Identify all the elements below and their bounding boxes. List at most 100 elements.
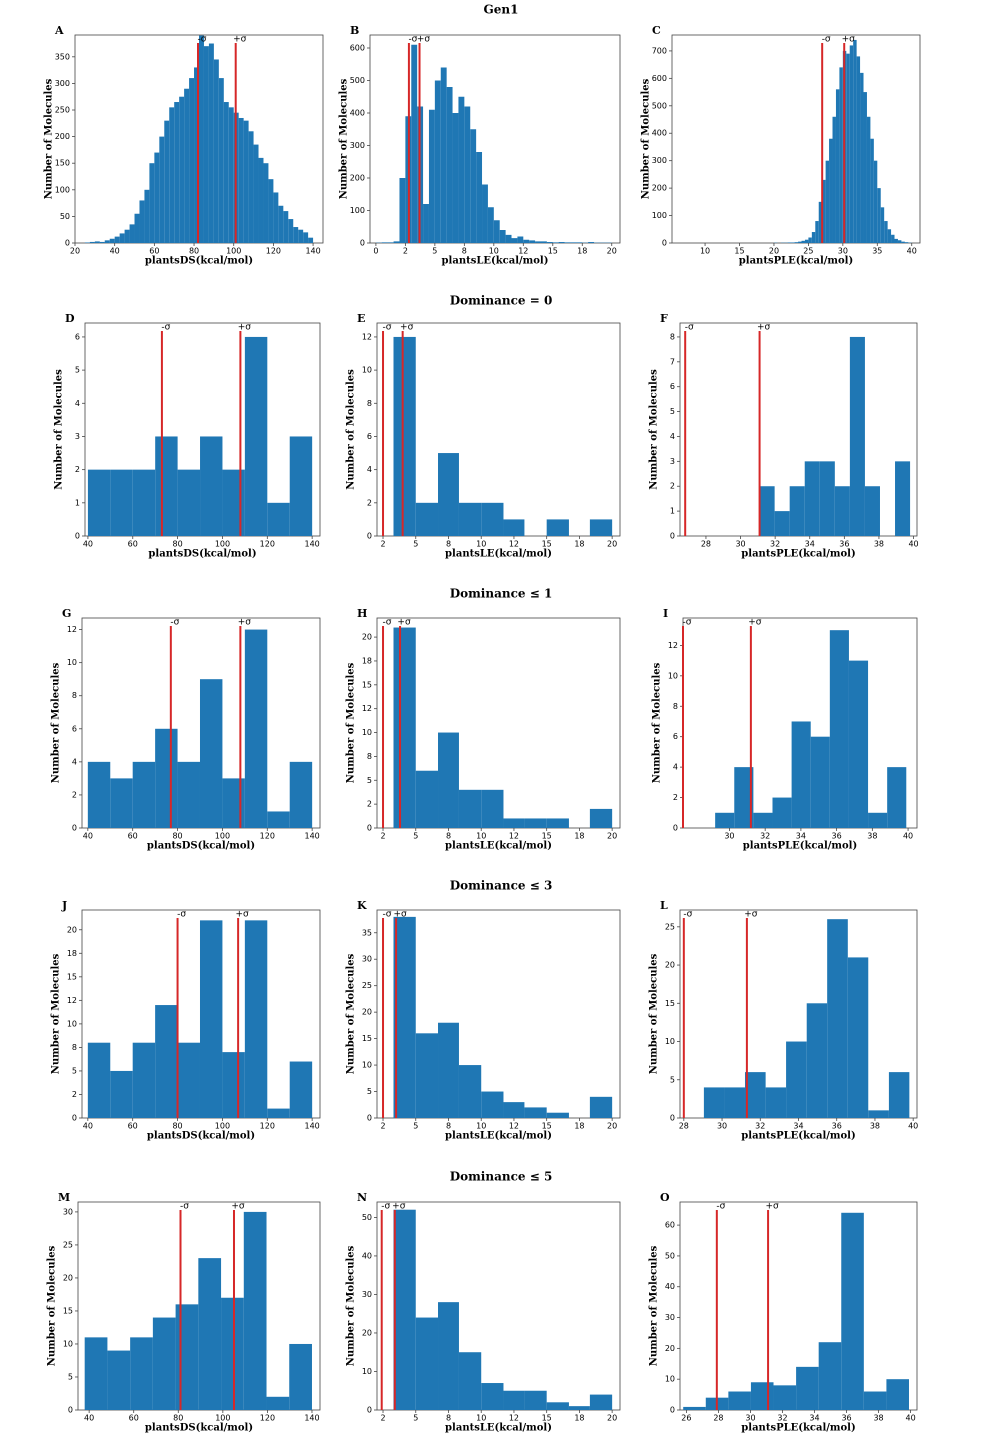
y-tick-label: 0 — [65, 239, 70, 248]
bar — [891, 234, 895, 243]
y-tick-label: 0 — [367, 824, 372, 833]
x-tick-label: 0 — [373, 247, 378, 256]
y-tick-label: 20 — [362, 1328, 372, 1337]
y-tick-label: 8 — [367, 752, 372, 761]
y-tick-label: 2 — [673, 793, 678, 802]
x-tick-label: 5 — [413, 832, 418, 841]
y-tick-label: 8 — [673, 702, 678, 711]
bar — [503, 818, 525, 828]
x-tick-label: 18 — [577, 247, 587, 256]
y-tick-label: 0 — [72, 1114, 77, 1123]
bar — [470, 129, 477, 243]
bar — [200, 436, 223, 536]
sigma-label: +σ — [744, 910, 758, 920]
sigma-label: -σ — [381, 1202, 390, 1212]
x-tick-label: 120 — [260, 1122, 275, 1131]
y-tick-label: 40 — [665, 1282, 675, 1291]
bar — [503, 519, 525, 536]
bar — [222, 1052, 245, 1118]
x-tick-label: 28 — [701, 540, 711, 549]
x-tick-label: 10 — [476, 1122, 486, 1131]
sigma-label: +σ — [233, 35, 247, 45]
bar — [481, 1091, 504, 1118]
y-tick-label: 12 — [362, 704, 372, 713]
y-tick-label: 2 — [367, 800, 372, 809]
bar — [289, 761, 313, 828]
x-tick-label: 15 — [542, 540, 552, 549]
bar — [393, 1209, 416, 1410]
y-axis-label: Number of Molecules — [641, 78, 652, 199]
bar — [289, 436, 313, 536]
x-axis-label: plantsDS(kcal/mol) — [147, 1131, 255, 1142]
y-tick-label: 150 — [55, 159, 70, 168]
bar — [791, 242, 795, 243]
x-tick-label: 60 — [128, 540, 138, 549]
bar — [415, 502, 439, 536]
x-axis-label: plantsPLE(kcal/mol) — [741, 1131, 855, 1142]
bar — [169, 107, 175, 243]
y-tick-label: 10 — [67, 658, 77, 667]
y-tick-label: 30 — [362, 1290, 372, 1299]
y-tick-label: 15 — [67, 972, 77, 981]
bar — [789, 486, 805, 536]
y-tick-label: 5 — [367, 1087, 372, 1096]
bar — [258, 157, 264, 243]
panel-letter: L — [660, 899, 668, 912]
y-tick-label: 0 — [360, 239, 365, 248]
bar — [806, 1003, 828, 1118]
bar — [87, 469, 111, 536]
x-tick-label: 5 — [432, 247, 437, 256]
x-tick-label: 2 — [403, 247, 408, 256]
x-tick-label: 8 — [446, 832, 451, 841]
bar — [804, 461, 820, 536]
y-tick-label: 0 — [68, 1406, 73, 1415]
y-tick-label: 2 — [75, 465, 80, 474]
bar — [94, 241, 100, 243]
y-tick-label: 10 — [362, 1367, 372, 1376]
y-tick-label: 0 — [662, 239, 667, 248]
bar — [129, 224, 135, 243]
x-tick-label: 15 — [734, 247, 744, 256]
sigma-label: -σ — [177, 910, 186, 920]
bar — [724, 1087, 745, 1118]
sigma-label: +σ — [235, 910, 249, 920]
x-tick-label: 140 — [304, 1414, 319, 1423]
bar — [856, 56, 861, 244]
bar — [794, 242, 799, 243]
bar — [438, 453, 459, 536]
bar — [589, 1394, 613, 1410]
bar — [904, 242, 909, 243]
y-tick-label: 20 — [362, 633, 372, 642]
bar — [154, 152, 160, 243]
bar — [393, 241, 400, 243]
bar — [458, 1352, 482, 1410]
bar — [124, 229, 130, 243]
x-tick-label: 8 — [446, 1122, 451, 1131]
y-tick-label: 6 — [673, 732, 678, 741]
y-tick-label: 10 — [668, 671, 678, 680]
y-axis-label: Number of Molecules — [51, 662, 62, 783]
x-tick-label: 2 — [380, 1122, 385, 1131]
bar — [576, 242, 583, 243]
bar — [194, 67, 199, 243]
bar — [199, 920, 223, 1118]
bar — [750, 1382, 774, 1410]
x-tick-label: 30 — [745, 1414, 755, 1423]
bar — [901, 241, 905, 243]
y-tick-label: 10 — [63, 1339, 73, 1348]
bar — [589, 808, 613, 828]
x-tick-label: 100 — [226, 247, 241, 256]
bar — [481, 1383, 504, 1410]
bar — [884, 221, 888, 243]
x-tick-label: 36 — [832, 1122, 842, 1131]
x-axis-label: plantsDS(kcal/mol) — [145, 256, 253, 267]
y-tick-label: 12 — [668, 641, 678, 650]
sigma-label: +σ — [765, 1202, 779, 1212]
y-tick-label: 50 — [362, 1213, 372, 1222]
bar — [458, 96, 465, 243]
x-tick-label: 32 — [755, 1122, 765, 1131]
x-tick-label: 20 — [607, 1414, 617, 1423]
sigma-label: -σ — [198, 35, 207, 45]
panel-letter: C — [652, 24, 661, 37]
bar — [110, 778, 133, 828]
